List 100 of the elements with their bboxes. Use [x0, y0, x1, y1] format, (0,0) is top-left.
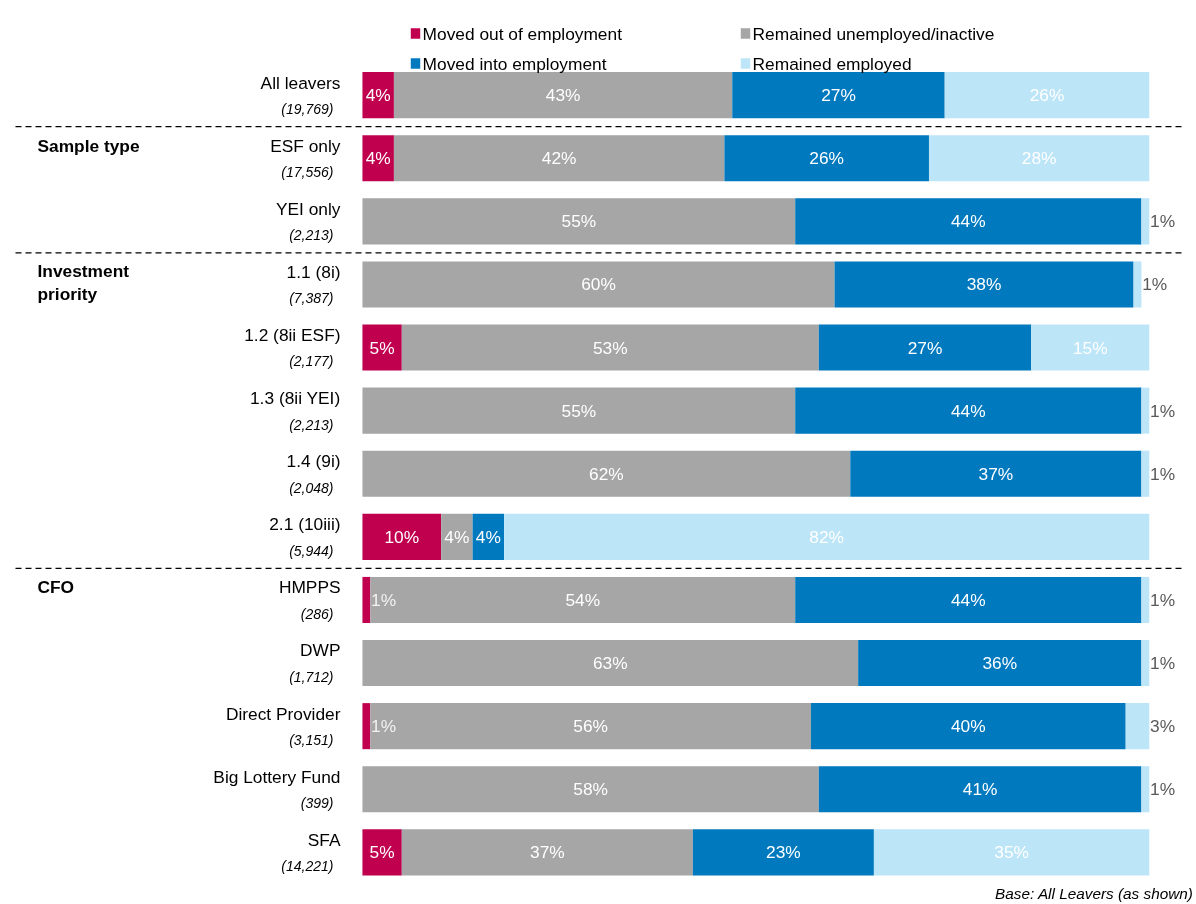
bar: [818, 766, 1142, 813]
data-label: 1%: [1142, 274, 1168, 295]
y-tick-label: ESF only (17,556): [270, 135, 341, 181]
bar: [1125, 703, 1150, 750]
bar: [370, 703, 811, 750]
data-label: 35%: [994, 842, 1029, 863]
data-label: 15%: [1072, 337, 1108, 358]
bar: [362, 513, 442, 560]
bar: [1141, 450, 1150, 497]
y-tick-label: 2.1 (10iii) (5,944): [269, 514, 341, 559]
data-label: 40%: [950, 716, 986, 737]
bar: [928, 135, 1150, 182]
bar: [810, 703, 1126, 750]
bar: [834, 261, 1134, 308]
data-label: 1%: [1150, 463, 1176, 484]
data-label: 4%: [365, 85, 391, 106]
data-label: 55%: [561, 211, 597, 232]
bar: [362, 829, 402, 876]
bar: [795, 576, 1142, 623]
data-label: 38%: [966, 274, 1002, 295]
bar: [401, 324, 819, 371]
data-label: 1%: [1150, 211, 1176, 232]
data-label: 26%: [809, 148, 845, 169]
bar: [362, 261, 835, 308]
y-tick-label: HMPPS (286): [278, 577, 341, 622]
data-label: 1%: [371, 589, 397, 610]
bar: [362, 324, 402, 371]
bar: [1141, 640, 1150, 687]
y-tick-label: Direct Provider (3,151): [225, 703, 341, 749]
bar: [362, 387, 796, 434]
y-tick-label: 1.4 (9i) (2,048): [286, 451, 341, 496]
data-label: 27%: [821, 85, 856, 106]
data-label: 10%: [384, 526, 420, 547]
data-label: 56%: [573, 716, 608, 737]
legend-label: Remained employed: [752, 53, 912, 74]
bar: [732, 72, 945, 119]
bar: [944, 72, 1150, 119]
y-tick-label: 1.2 (8ii ESF) (2,177): [244, 324, 341, 370]
data-label: 3%: [1150, 716, 1176, 737]
legend-label: Remained unemployed/inactive: [752, 23, 995, 44]
data-label: 1%: [1150, 400, 1176, 421]
data-label: 1%: [1150, 589, 1176, 610]
data-label: 53%: [592, 337, 628, 358]
data-label: 27%: [907, 337, 943, 358]
bar: [795, 387, 1142, 434]
data-label: 82%: [809, 526, 845, 547]
legend-label: Moved into employment: [422, 53, 607, 74]
bar: [362, 640, 859, 687]
data-label: 5%: [369, 337, 395, 358]
bar: [362, 576, 371, 623]
data-label: 1%: [1150, 779, 1176, 800]
data-label: 62%: [589, 463, 624, 484]
text: CFO: [37, 577, 75, 598]
data-label: 26%: [1029, 85, 1065, 106]
bar: [362, 766, 819, 813]
data-label: 43%: [545, 85, 581, 106]
data-label: 28%: [1021, 148, 1057, 169]
bar: [873, 829, 1150, 876]
bar: [692, 829, 874, 876]
data-label: 44%: [950, 211, 986, 232]
bar: [1141, 576, 1150, 623]
data-label: 4%: [365, 148, 391, 169]
bar: [362, 450, 851, 497]
y-tick-label: YEI only (2,213): [275, 198, 341, 244]
text: Sample type: [37, 135, 140, 156]
y-tick-label: Big Lottery Fund (399): [213, 766, 341, 812]
y-tick-label: All leavers (19,769): [260, 72, 341, 118]
y-tick-label: 1.3 (8ii YEI) (2,213): [249, 388, 341, 433]
y-tick-label: DWP (1,712): [289, 640, 341, 685]
data-label: 1%: [371, 716, 397, 737]
data-label: 44%: [950, 589, 986, 610]
bar: [393, 135, 725, 182]
bar: [441, 513, 473, 560]
data-label: 4%: [444, 526, 470, 547]
data-label: 37%: [530, 842, 565, 863]
bar: [818, 324, 1032, 371]
text: Base: All Leavers (as shown): [995, 885, 1193, 902]
bar: [795, 198, 1142, 245]
bar: [1141, 766, 1150, 813]
data-label: 58%: [573, 779, 608, 800]
text: Investment priority: [37, 261, 130, 305]
legend-label: Moved out of employment: [422, 23, 623, 44]
bar: [1031, 324, 1150, 371]
data-label: 37%: [978, 463, 1014, 484]
data-label: 55%: [561, 400, 597, 421]
data-label: 63%: [592, 653, 628, 674]
bar: [1141, 387, 1150, 434]
y-tick-label: 1.1 (8i) (7,387): [286, 261, 341, 307]
bar: [1141, 198, 1150, 245]
data-label: 54%: [565, 589, 601, 610]
bar: [393, 72, 733, 119]
data-label: 44%: [950, 400, 986, 421]
data-label: 5%: [369, 842, 395, 863]
bar: [401, 829, 693, 876]
bar: [858, 640, 1142, 687]
bar: [724, 135, 929, 182]
data-label: 36%: [982, 653, 1018, 674]
bar: [362, 198, 796, 245]
bar: [370, 576, 796, 623]
bar: [504, 513, 1150, 560]
